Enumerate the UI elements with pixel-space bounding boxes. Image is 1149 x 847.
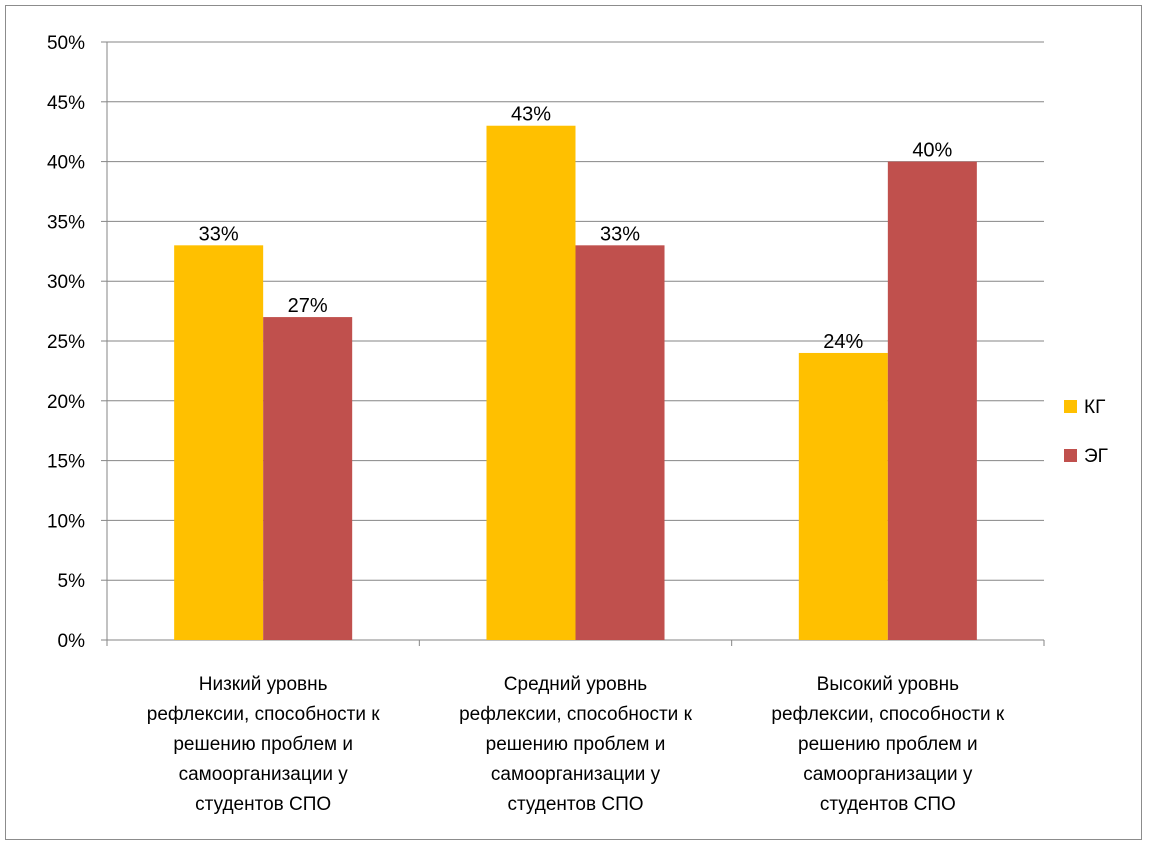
x-category-label-line: решению проблем и (486, 734, 666, 755)
x-category-label: Высокий уровнь рефлексии, способности к ре… (771, 674, 1004, 815)
x-category-label-line: самоорганизации у (803, 764, 973, 785)
data-label: 24% (823, 331, 863, 353)
x-category-label-line: студентов СПО (195, 794, 331, 815)
data-label: 33% (600, 223, 640, 245)
bars (174, 125, 977, 641)
bar (798, 352, 888, 640)
category-labels: Низкий уровнь рефлексии, способности к реш… (147, 674, 1005, 815)
y-tick-label: 10% (47, 511, 85, 532)
bar (486, 125, 576, 641)
data-label: 43% (511, 104, 551, 126)
x-category-label: Средний уровнь рефлексии, способности к ре… (459, 674, 692, 815)
x-category-label-line: Низкий уровнь (199, 674, 328, 695)
y-tick-label: 45% (47, 93, 85, 114)
x-category-label-line: Средний уровнь (504, 674, 648, 695)
x-category-label-line: рефлексии, способности к (771, 704, 1004, 725)
y-tick-label: 50% (47, 33, 85, 54)
legend-swatch (1064, 400, 1077, 413)
y-tick-label: 0% (58, 631, 86, 652)
x-category-label-line: студентов СПО (507, 794, 643, 815)
x-category-label-line: Высокий уровнь (817, 674, 959, 695)
x-category-label-line: рефлексии, способности к (147, 704, 380, 725)
legend: КГ ЭГ (1064, 397, 1108, 467)
y-tick-label: 15% (47, 452, 85, 473)
data-label: 33% (199, 223, 239, 245)
x-category-label-line: самоорганизации у (179, 764, 349, 785)
x-category-label: Низкий уровнь рефлексии, способности к реш… (147, 674, 380, 815)
x-category-label-line: решению проблем и (173, 734, 353, 755)
y-tick-label: 30% (47, 272, 85, 293)
data-label: 27% (288, 295, 328, 317)
y-tick-label: 20% (47, 392, 85, 413)
y-tick-label: 35% (47, 212, 85, 233)
legend-swatch (1064, 449, 1077, 462)
legend-label: КГ (1084, 397, 1105, 418)
x-category-label-line: рефлексии, способности к (459, 704, 692, 725)
bar (174, 245, 264, 640)
y-tick-label: 25% (47, 332, 85, 353)
data-label: 40% (912, 140, 952, 162)
y-tick-label: 5% (58, 571, 86, 592)
x-category-label-line: студентов СПО (820, 794, 956, 815)
y-tick-label: 40% (47, 153, 85, 174)
data-labels: 33% 27% 43% 33% 24% 40% (199, 104, 953, 353)
bar (575, 245, 665, 640)
bar (263, 317, 353, 640)
bar (887, 161, 977, 640)
x-category-label-line: самоорганизации у (491, 764, 661, 785)
x-category-label-line: решению проблем и (798, 734, 978, 755)
legend-label: ЭГ (1084, 446, 1108, 467)
